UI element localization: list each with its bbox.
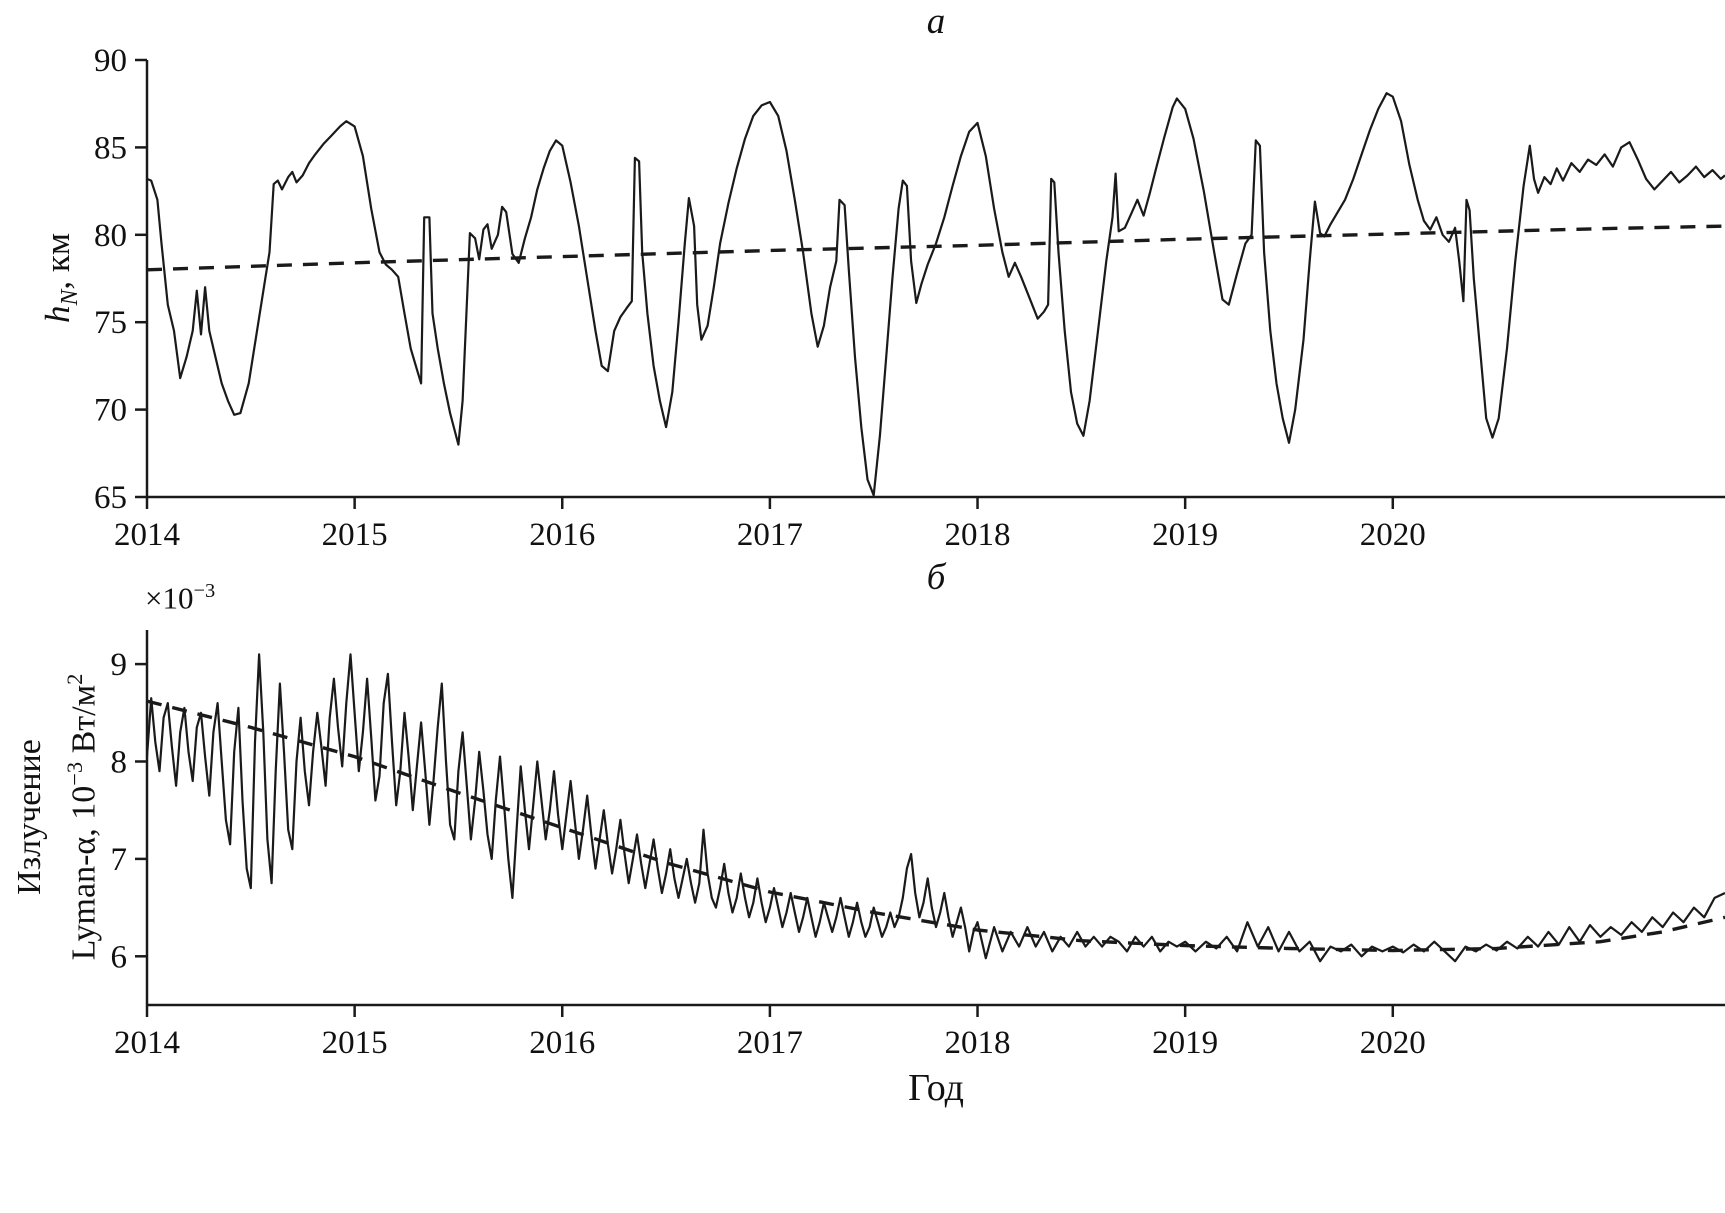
y-tick-label: 85 xyxy=(94,130,127,166)
y-tick-label: 75 xyxy=(94,305,127,341)
x-tick-label: 2018 xyxy=(945,1025,1011,1061)
panel-b-chart: 2014 2015 2016 2017 2018 2019 2020 6 7 8 9 xyxy=(111,630,1725,1061)
x-tick-label: 2020 xyxy=(1360,1025,1426,1061)
y-tick-label: 65 xyxy=(94,480,127,516)
y-tick-label: 80 xyxy=(94,218,127,254)
series-data-line xyxy=(145,653,1725,963)
x-tick-label: 2018 xyxy=(945,517,1011,553)
x-tick-label: 2017 xyxy=(737,517,803,553)
x-tick-label: 2019 xyxy=(1152,1025,1218,1061)
y-tick-label: 90 xyxy=(94,43,127,79)
panel-b-exponent-label: ×10−3 xyxy=(145,580,216,616)
panel-b-title: б xyxy=(926,557,946,598)
y-tick-label: 9 xyxy=(111,647,128,683)
y-tick-label: 70 xyxy=(94,393,127,429)
panel-a-chart: 2014 2015 2016 2017 2018 2019 2020 65 70 75 80 85 90 xyxy=(94,43,1725,553)
x-tick-label: 2016 xyxy=(529,1025,595,1061)
y-tick-label: 8 xyxy=(111,744,128,780)
x-tick-label: 2014 xyxy=(114,1025,180,1061)
x-axis-label: Год xyxy=(908,1067,964,1109)
y-tick-label: 6 xyxy=(111,939,128,975)
x-tick-label: 2016 xyxy=(529,517,595,553)
y-tick-label: 7 xyxy=(111,842,128,878)
series-trend-line xyxy=(146,224,1725,272)
x-tick-label: 2015 xyxy=(322,1025,388,1061)
x-tick-label: 2015 xyxy=(322,517,388,553)
x-tick-label: 2019 xyxy=(1152,517,1218,553)
series-trend-line xyxy=(146,699,1725,953)
series-data-line xyxy=(146,92,1725,497)
x-tick-label: 2020 xyxy=(1360,517,1426,553)
panel-a-title: a xyxy=(926,1,946,42)
x-tick-label: 2014 xyxy=(114,517,180,553)
x-tick-label: 2017 xyxy=(737,1025,803,1061)
